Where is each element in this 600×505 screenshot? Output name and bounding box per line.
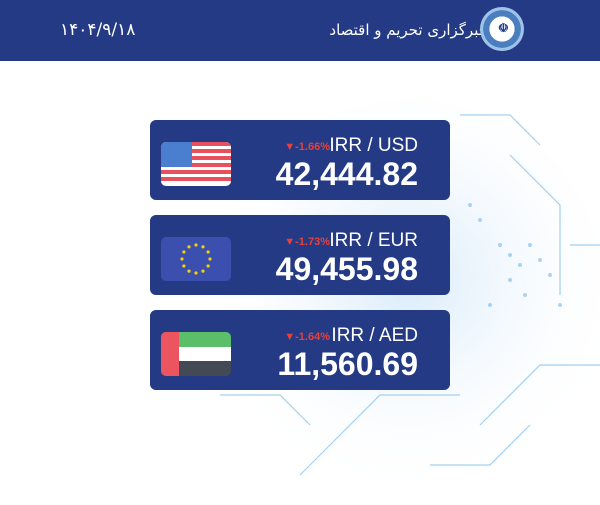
rate-card-aed[interactable]: ▼-1.64% IRR / AED 11,560.69 xyxy=(150,310,450,390)
eu-flag-icon xyxy=(161,237,231,281)
rate-value: 42,444.82 xyxy=(275,156,418,192)
globe-background xyxy=(210,100,600,500)
currency-pair: IRR / EUR xyxy=(329,230,418,251)
uae-flag-icon xyxy=(161,332,231,376)
usa-flag-icon xyxy=(161,142,231,186)
header: ۱۴۰۴/۹/۱۸ خبرگزاری تحریم و اقتصاد ☫ xyxy=(0,0,600,61)
change-percent: ▼-1.66% xyxy=(284,141,330,153)
eu-star xyxy=(208,257,212,261)
rate-value: 11,560.69 xyxy=(277,346,418,382)
eu-star xyxy=(201,245,205,249)
emblem-logo[interactable]: ☫ xyxy=(480,7,524,51)
change-percent: ▼-1.64% xyxy=(284,331,330,343)
eu-star xyxy=(194,271,198,275)
rate-value: 49,455.98 xyxy=(275,251,418,287)
rate-card-eur[interactable]: ▼-1.73% IRR / EUR 49,455.98 xyxy=(150,215,450,295)
eu-star xyxy=(194,243,198,247)
eu-star xyxy=(180,257,184,261)
eu-star xyxy=(182,264,186,268)
rate-card-usd[interactable]: ▼-1.66% IRR / USD 42,444.82 xyxy=(150,120,450,200)
eu-star xyxy=(206,264,210,268)
brand-title[interactable]: خبرگزاری تحریم و اقتصاد xyxy=(329,21,488,39)
eu-star xyxy=(201,269,205,273)
eu-star xyxy=(182,250,186,254)
eu-star xyxy=(187,269,191,273)
currency-pair: IRR / USD xyxy=(329,135,418,156)
currency-pair: IRR / AED xyxy=(331,325,418,346)
eu-star xyxy=(187,245,191,249)
date: ۱۴۰۴/۹/۱۸ xyxy=(60,20,136,40)
change-percent: ▼-1.73% xyxy=(284,236,330,248)
eu-star xyxy=(206,250,210,254)
